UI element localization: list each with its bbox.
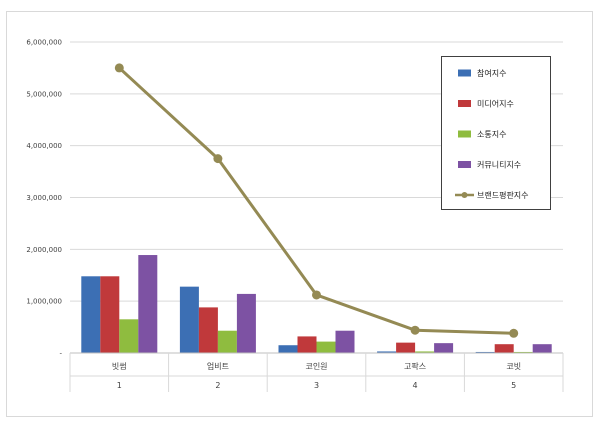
- series-point: [114, 63, 124, 73]
- bar: [198, 307, 218, 353]
- x-tick-index: 4: [413, 381, 418, 390]
- x-tick-index: 5: [511, 381, 516, 390]
- series-point: [312, 290, 321, 300]
- legend-swatch-marker: [461, 192, 468, 198]
- y-axis-tick-labels: - 1,000,000 2,000,000 3,000,000 4,000,000 5,0…: [26, 39, 62, 358]
- y-tick-label: 5,000,000: [26, 90, 62, 98]
- x-tick-label: 업비트: [207, 362, 229, 371]
- y-tick-label: 3,000,000: [26, 194, 62, 202]
- bar: [396, 342, 416, 353]
- bars: [81, 255, 552, 353]
- x-tick-label: 고팍스: [404, 361, 426, 371]
- bar: [179, 286, 199, 353]
- bar: [138, 255, 158, 353]
- legend-swatch: [458, 130, 471, 138]
- legend-label: 소통지수: [477, 130, 506, 139]
- x-tick-label: 코빗: [506, 362, 521, 371]
- bar: [278, 345, 298, 353]
- x-tick-index: 3: [314, 381, 319, 390]
- line-series: [114, 63, 519, 338]
- bar: [475, 351, 495, 353]
- x-axis: 빗썸 1 업비트 2 코인원 3 고팍스 4 코빗 5: [69, 352, 564, 392]
- bar: [513, 351, 533, 353]
- bar: [81, 276, 101, 353]
- bar: [316, 341, 336, 353]
- y-tick-label: 6,000,000: [26, 39, 62, 47]
- bar: [119, 319, 139, 353]
- legend-label: 커뮤니티지수: [477, 160, 521, 170]
- y-tick-label: 4,000,000: [26, 142, 62, 150]
- bar: [377, 351, 397, 353]
- x-tick-index: 2: [215, 381, 220, 390]
- legend-label: 참여지수: [477, 68, 506, 78]
- x-tick-index: 1: [117, 381, 122, 390]
- bar: [494, 344, 514, 353]
- bar: [236, 293, 256, 353]
- bar: [335, 330, 355, 353]
- bar: [532, 344, 552, 353]
- x-tick-label: 빗썸: [112, 362, 127, 371]
- series-point: [213, 154, 223, 164]
- legend-swatch: [458, 69, 471, 77]
- legend-swatch: [458, 100, 471, 107]
- legend-label: 브랜드평판지수: [477, 190, 529, 200]
- bar: [434, 343, 454, 353]
- bar: [415, 351, 435, 353]
- legend-label: 미디어지수: [477, 99, 514, 109]
- x-tick-label: 코인원: [305, 361, 327, 371]
- y-tick-label: 1,000,000: [26, 298, 62, 306]
- series-point: [410, 325, 420, 335]
- y-tick-label: 2,000,000: [26, 246, 62, 254]
- y-tick-label: -: [59, 350, 62, 358]
- bar: [100, 276, 120, 353]
- bar: [297, 336, 317, 353]
- series-point: [509, 328, 519, 338]
- legend-swatch: [458, 161, 471, 168]
- bar: [217, 330, 237, 353]
